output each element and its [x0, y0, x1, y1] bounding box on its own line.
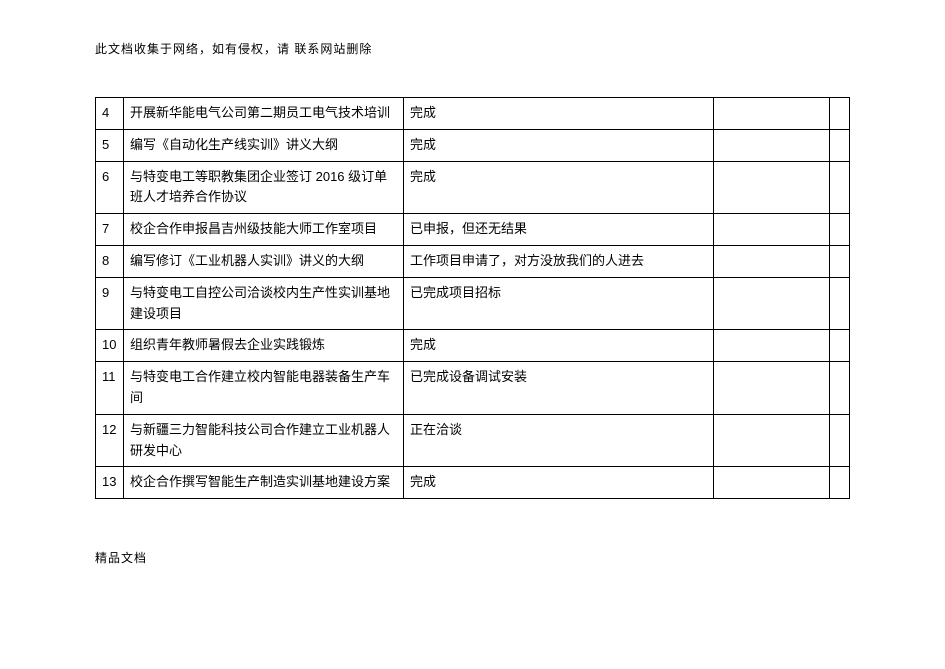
cell-empty: [830, 277, 850, 330]
cell-status: 完成: [404, 330, 714, 362]
cell-empty: [714, 414, 830, 467]
cell-num: 10: [96, 330, 124, 362]
cell-empty: [830, 414, 850, 467]
cell-empty: [830, 245, 850, 277]
cell-status: 完成: [404, 161, 714, 214]
cell-task: 与特变电工自控公司洽谈校内生产性实训基地建设项目: [124, 277, 404, 330]
cell-empty: [830, 161, 850, 214]
cell-task: 开展新华能电气公司第二期员工电气技术培训: [124, 98, 404, 130]
table-row: 6 与特变电工等职教集团企业签订 2016 级订单班人才培养合作协议 完成: [96, 161, 850, 214]
table-row: 12 与新疆三力智能科技公司合作建立工业机器人研发中心 正在洽谈: [96, 414, 850, 467]
cell-status: 完成: [404, 98, 714, 130]
cell-num: 5: [96, 129, 124, 161]
cell-status: 已申报，但还无结果: [404, 214, 714, 246]
cell-status: 完成: [404, 129, 714, 161]
footer-note: 精品文档: [95, 549, 850, 566]
table-row: 7 校企合作申报昌吉州级技能大师工作室项目 已申报，但还无结果: [96, 214, 850, 246]
cell-num: 8: [96, 245, 124, 277]
table-row: 9 与特变电工自控公司洽谈校内生产性实训基地建设项目 已完成项目招标: [96, 277, 850, 330]
cell-num: 4: [96, 98, 124, 130]
cell-empty: [830, 214, 850, 246]
cell-task: 与特变电工等职教集团企业签订 2016 级订单班人才培养合作协议: [124, 161, 404, 214]
cell-empty: [714, 214, 830, 246]
cell-status: 正在洽谈: [404, 414, 714, 467]
cell-num: 9: [96, 277, 124, 330]
cell-num: 13: [96, 467, 124, 499]
cell-empty: [714, 277, 830, 330]
table-row: 10 组织青年教师暑假去企业实践锻炼 完成: [96, 330, 850, 362]
cell-empty: [714, 129, 830, 161]
cell-task: 校企合作申报昌吉州级技能大师工作室项目: [124, 214, 404, 246]
cell-empty: [714, 98, 830, 130]
cell-empty: [714, 245, 830, 277]
cell-task: 与特变电工合作建立校内智能电器装备生产车间: [124, 362, 404, 415]
cell-num: 12: [96, 414, 124, 467]
cell-num: 6: [96, 161, 124, 214]
table-row: 4 开展新华能电气公司第二期员工电气技术培训 完成: [96, 98, 850, 130]
cell-task: 与新疆三力智能科技公司合作建立工业机器人研发中心: [124, 414, 404, 467]
cell-num: 11: [96, 362, 124, 415]
cell-empty: [714, 362, 830, 415]
table-row: 5 编写《自动化生产线实训》讲义大纲 完成: [96, 129, 850, 161]
cell-status: 工作项目申请了，对方没放我们的人进去: [404, 245, 714, 277]
table-row: 8 编写修订《工业机器人实训》讲义的大纲 工作项目申请了，对方没放我们的人进去: [96, 245, 850, 277]
cell-empty: [830, 330, 850, 362]
cell-empty: [830, 129, 850, 161]
table-row: 13 校企合作撰写智能生产制造实训基地建设方案 完成: [96, 467, 850, 499]
cell-task: 校企合作撰写智能生产制造实训基地建设方案: [124, 467, 404, 499]
cell-task: 编写《自动化生产线实训》讲义大纲: [124, 129, 404, 161]
header-note: 此文档收集于网络，如有侵权，请 联系网站删除: [95, 40, 850, 57]
cell-empty: [714, 467, 830, 499]
cell-status: 已完成项目招标: [404, 277, 714, 330]
cell-empty: [714, 161, 830, 214]
cell-status: 已完成设备调试安装: [404, 362, 714, 415]
cell-empty: [830, 467, 850, 499]
cell-empty: [714, 330, 830, 362]
cell-num: 7: [96, 214, 124, 246]
cell-task: 编写修订《工业机器人实训》讲义的大纲: [124, 245, 404, 277]
cell-empty: [830, 362, 850, 415]
table-row: 11 与特变电工合作建立校内智能电器装备生产车间 已完成设备调试安装: [96, 362, 850, 415]
cell-status: 完成: [404, 467, 714, 499]
cell-empty: [830, 98, 850, 130]
task-table: 4 开展新华能电气公司第二期员工电气技术培训 完成 5 编写《自动化生产线实训》…: [95, 97, 850, 499]
cell-task: 组织青年教师暑假去企业实践锻炼: [124, 330, 404, 362]
